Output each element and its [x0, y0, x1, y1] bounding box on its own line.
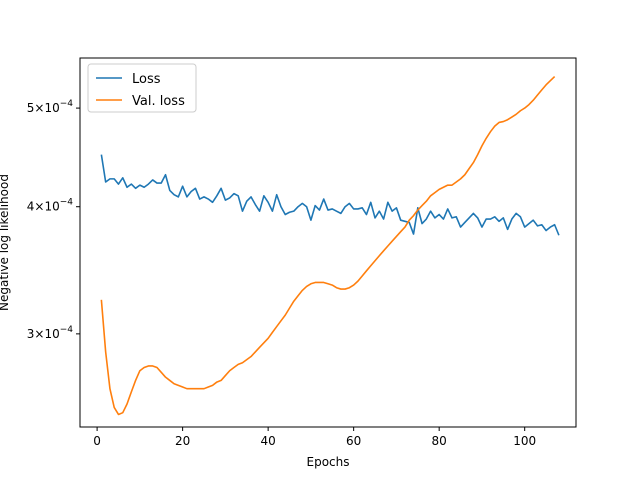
- series-line-loss: [100, 154, 560, 236]
- x-tick-label: 40: [260, 434, 275, 448]
- x-tick-label: 80: [432, 434, 447, 448]
- y-axis-label: Negative log likelihood: [0, 174, 11, 311]
- y-tick-label: 5×10−4: [27, 99, 74, 115]
- y-tick-label: 4×10−4: [27, 198, 74, 214]
- series-layer: [100, 75, 560, 416]
- x-tick-label: 20: [175, 434, 190, 448]
- x-axis: 0 20 40 60 80 100: [93, 427, 536, 448]
- legend-entry-loss: Loss: [132, 72, 161, 87]
- series-line-val-loss: [100, 75, 556, 416]
- legend-entry-val-loss: Val. loss: [132, 94, 185, 109]
- x-axis-label: Epochs: [307, 455, 350, 469]
- plot-area: [79, 57, 577, 428]
- legend: Loss Val. loss: [87, 63, 197, 113]
- x-tick-label: 0: [93, 434, 101, 448]
- y-axis: 3×10−4 4×10−4 5×10−4: [27, 99, 80, 341]
- plot-frame: [79, 57, 577, 428]
- y-tick-label: 3×10−4: [27, 325, 74, 341]
- x-tick-label: 100: [513, 434, 536, 448]
- x-tick-label: 60: [346, 434, 361, 448]
